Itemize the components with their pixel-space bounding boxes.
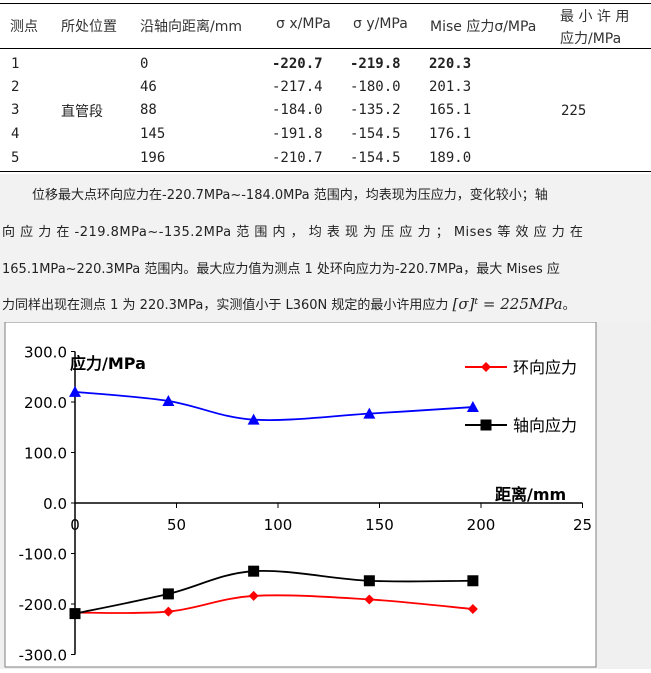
x-tick-label: 25 xyxy=(573,516,592,534)
para-line-4-text: 力同样出现在测点 1 为 220.3MPa，实测值小于 L360N 规定的最小许… xyxy=(2,298,449,313)
header-point: 测点 xyxy=(10,19,38,35)
y-tick-label: 200.0 xyxy=(24,394,67,412)
chart-area xyxy=(4,321,597,668)
x-tick-label: 150 xyxy=(365,516,394,534)
cell-mise: 165.1 xyxy=(429,102,472,118)
marker-triangle xyxy=(247,413,260,425)
marker-triangle xyxy=(466,401,479,413)
table-top-rule xyxy=(0,3,651,4)
stress-table: 测点 所处位置 沿轴向距离/mm σ x/MPa σ y/MPa Mise 应力… xyxy=(0,0,651,172)
cell-dist: 145 xyxy=(140,126,166,142)
header-sigma-y: σ y/MPa xyxy=(353,16,408,32)
cell-sx: -210.7 xyxy=(272,150,323,166)
y-axis-title: 应力/MPa xyxy=(70,354,146,373)
cell-pt: 5 xyxy=(11,150,20,166)
marker-square xyxy=(69,608,81,620)
para-line-2: 向 应 力 在 -219.8MPa~-135.2MPa 范 围 内 ， 均 表 … xyxy=(2,225,584,240)
marker-diamond xyxy=(467,604,478,615)
cell-dist: 88 xyxy=(140,102,157,118)
x-tick-label: 100 xyxy=(264,516,293,534)
y-tick-label: 0.0 xyxy=(43,495,67,513)
marker-diamond xyxy=(163,606,174,617)
x-tick-label: 200 xyxy=(467,516,496,534)
cell-mise: 189.0 xyxy=(429,150,472,166)
cell-sy: -154.5 xyxy=(350,126,401,142)
marker-diamond xyxy=(481,362,491,372)
header-allowable-1: 最 小 许 用 xyxy=(560,9,630,25)
cell-mise: 176.1 xyxy=(429,126,472,142)
y-tick-label: -100.0 xyxy=(19,546,67,564)
marker-square xyxy=(480,419,492,431)
cell-sx: -220.7 xyxy=(272,56,323,72)
para-line-4: 力同样出现在测点 1 为 220.3MPa，实测值小于 L360N 规定的最小许… xyxy=(2,294,576,313)
marker-square xyxy=(248,565,260,577)
x-axis-title: 距离/mm xyxy=(495,485,566,504)
marker-square xyxy=(467,575,479,587)
marker-triangle xyxy=(162,394,175,406)
cell-mise: 220.3 xyxy=(429,56,472,72)
header-allowable-2: 应力/MPa xyxy=(560,31,622,47)
marker-triangle xyxy=(363,407,376,419)
marker-triangle xyxy=(69,385,81,397)
legend-label: 轴向应力 xyxy=(513,416,577,435)
y-tick-label: -200.0 xyxy=(19,596,67,614)
cell-sx: -217.4 xyxy=(272,79,323,95)
table-bottom-rule xyxy=(0,171,651,172)
cell-sy: -154.5 xyxy=(350,150,401,166)
y-tick-label: -300.0 xyxy=(19,647,67,665)
cell-sx: -184.0 xyxy=(272,102,323,118)
stress-chart: 300.0 200.0 100.0 0.0 -100.0 -200.0 -300.0 0 50 1… xyxy=(0,321,651,669)
cell-dist: 196 xyxy=(140,150,166,166)
y-tick-label: 100.0 xyxy=(24,445,67,463)
table-header-rule xyxy=(0,48,651,49)
x-tick-label: 50 xyxy=(167,516,186,534)
summary-paragraph: 位移最大点环向应力在-220.7MPa~-184.0MPa 范围内，均表现为压应… xyxy=(0,174,651,322)
cell-sx: -191.8 xyxy=(272,126,323,142)
marker-square xyxy=(363,575,375,587)
cell-dist: 46 xyxy=(140,79,157,95)
cell-pt: 4 xyxy=(11,126,20,142)
marker-diamond xyxy=(248,590,259,601)
location-cell: 直管段 xyxy=(61,104,103,120)
header-mise: Mise 应力σ/MPa xyxy=(430,19,537,35)
allowable-formula: [σ]ᵗ = 225MPa xyxy=(452,295,563,313)
para-line-3: 165.1MPa~220.3MPa 范围内。最大应力值为测点 1 处环向应力为-… xyxy=(2,262,560,277)
cell-pt: 3 xyxy=(11,102,20,118)
allowable-cell: 225 xyxy=(561,103,587,119)
y-tick-label: 300.0 xyxy=(24,344,67,362)
para-line-1: 位移最大点环向应力在-220.7MPa~-184.0MPa 范围内，均表现为压应… xyxy=(32,188,548,203)
legend-label: 环向应力 xyxy=(513,358,577,377)
header-location: 所处位置 xyxy=(61,19,117,35)
marker-diamond xyxy=(364,594,375,605)
cell-sy: -219.8 xyxy=(350,56,401,72)
header-distance: 沿轴向距离/mm xyxy=(140,19,242,35)
marker-square xyxy=(162,588,174,600)
para-end: 。 xyxy=(562,298,576,313)
cell-sy: -135.2 xyxy=(350,102,401,118)
cell-dist: 0 xyxy=(140,56,149,72)
x-tick-label: 0 xyxy=(70,516,80,534)
header-sigma-x: σ x/MPa xyxy=(276,16,331,32)
cell-mise: 201.3 xyxy=(429,79,472,95)
cell-sy: -180.0 xyxy=(350,79,401,95)
cell-pt: 2 xyxy=(11,79,20,95)
cell-pt: 1 xyxy=(11,56,20,72)
stress-chart-svg: 300.0 200.0 100.0 0.0 -100.0 -200.0 -300.0 0 50 1… xyxy=(4,321,597,668)
